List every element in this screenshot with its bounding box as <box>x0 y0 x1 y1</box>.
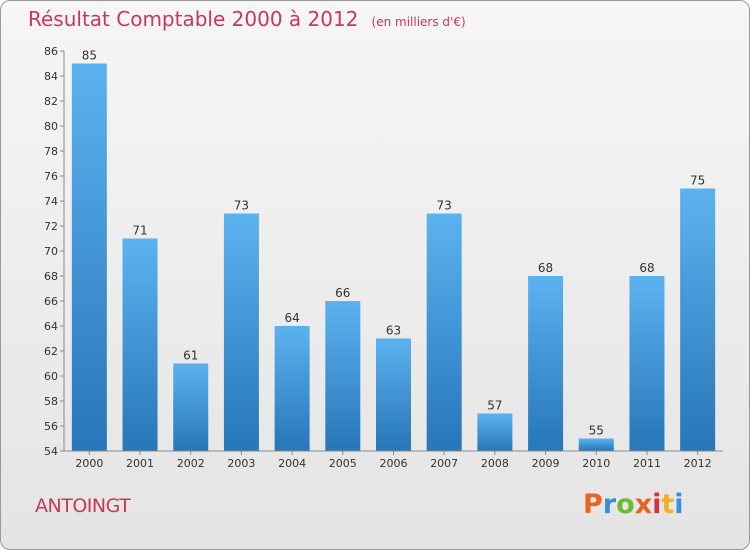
y-tick-label: 74 <box>44 195 58 208</box>
chart-title: Résultat Comptable 2000 à 2012 (en milli… <box>28 7 466 31</box>
bar-value-label: 73 <box>437 199 452 213</box>
x-tick-label: 2006 <box>380 457 408 470</box>
bar-value-label: 61 <box>183 349 198 363</box>
x-tick-label: 2011 <box>633 457 661 470</box>
y-tick-label: 58 <box>44 395 58 408</box>
bar-2006 <box>376 338 411 451</box>
x-tick-label: 2003 <box>227 457 255 470</box>
y-tick-label: 64 <box>44 320 58 333</box>
bar-2008 <box>477 413 513 451</box>
bar-value-label: 68 <box>639 261 654 275</box>
x-tick-label: 2005 <box>329 457 357 470</box>
logo-letter: P <box>583 489 603 520</box>
x-tick-label: 2009 <box>532 457 560 470</box>
bar-2011 <box>629 276 665 451</box>
bar-2002 <box>173 363 209 451</box>
proxiti-logo: Proxiti <box>583 489 684 520</box>
bar-value-label: 68 <box>538 261 553 275</box>
y-tick-label: 78 <box>44 145 58 158</box>
y-tick-label: 86 <box>44 45 58 58</box>
chart-subtitle: (en milliers d'€) <box>371 15 466 29</box>
y-tick-label: 60 <box>44 370 58 383</box>
logo-letter: r <box>602 489 617 520</box>
chart-title-text: Résultat Comptable 2000 à 2012 <box>28 7 359 31</box>
x-tick-label: 2001 <box>126 457 154 470</box>
x-tick-label: 2007 <box>430 457 458 470</box>
logo-letter: i <box>674 489 684 520</box>
bar-value-label: 63 <box>386 324 401 338</box>
y-tick-label: 62 <box>44 345 58 358</box>
x-axis: 2000 2001 2002 2003 2004 2005 2006 2007 2008 2009… <box>64 450 723 470</box>
logo-letter: t <box>661 489 675 520</box>
y-tick-label: 72 <box>44 220 58 233</box>
bar-2004 <box>274 326 310 451</box>
y-tick-label: 84 <box>44 70 58 83</box>
logo-letter: o <box>616 489 635 520</box>
bar-value-label: 55 <box>589 424 604 438</box>
y-tick-label: 68 <box>44 270 58 283</box>
bars-group: 85 71 61 73 64 66 63 73 57 68 55 68 75 <box>71 49 716 451</box>
bar-2012 <box>680 188 716 451</box>
bar-value-label: 66 <box>335 286 350 300</box>
bar-2007 <box>426 213 462 451</box>
logo-letter: i <box>652 489 662 520</box>
commune-name: ANTOINGT <box>35 495 131 517</box>
bar-2000 <box>71 63 107 451</box>
y-tick-label: 54 <box>44 445 58 458</box>
x-tick-label: 2008 <box>481 457 509 470</box>
bar-2001 <box>122 238 158 451</box>
x-tick-label: 2010 <box>582 457 610 470</box>
y-tick-label: 66 <box>44 295 58 308</box>
y-tick-label: 80 <box>44 120 58 133</box>
bar-2005 <box>325 301 361 451</box>
x-tick-label: 2000 <box>75 457 103 470</box>
x-tick-label: 2002 <box>177 457 205 470</box>
y-tick-label: 82 <box>44 95 58 108</box>
y-tick-label: 56 <box>44 420 58 433</box>
bar-value-label: 57 <box>487 399 502 413</box>
y-axis: 54 56 58 60 62 64 66 68 70 72 74 76 78 80 82 84 86 <box>44 45 65 458</box>
bar-value-label: 73 <box>234 199 249 213</box>
bar-2003 <box>223 213 259 451</box>
bar-value-label: 75 <box>690 174 705 188</box>
y-tick-label: 70 <box>44 245 58 258</box>
bar-value-label: 71 <box>132 224 147 238</box>
x-tick-label: 2012 <box>684 457 712 470</box>
logo-letter: x <box>634 489 653 520</box>
bar-value-label: 64 <box>284 311 299 325</box>
y-tick-label: 76 <box>44 170 58 183</box>
x-tick-label: 2004 <box>278 457 306 470</box>
bar-2009 <box>528 276 564 451</box>
bar-2010 <box>578 438 614 451</box>
bar-value-label: 85 <box>82 49 97 63</box>
